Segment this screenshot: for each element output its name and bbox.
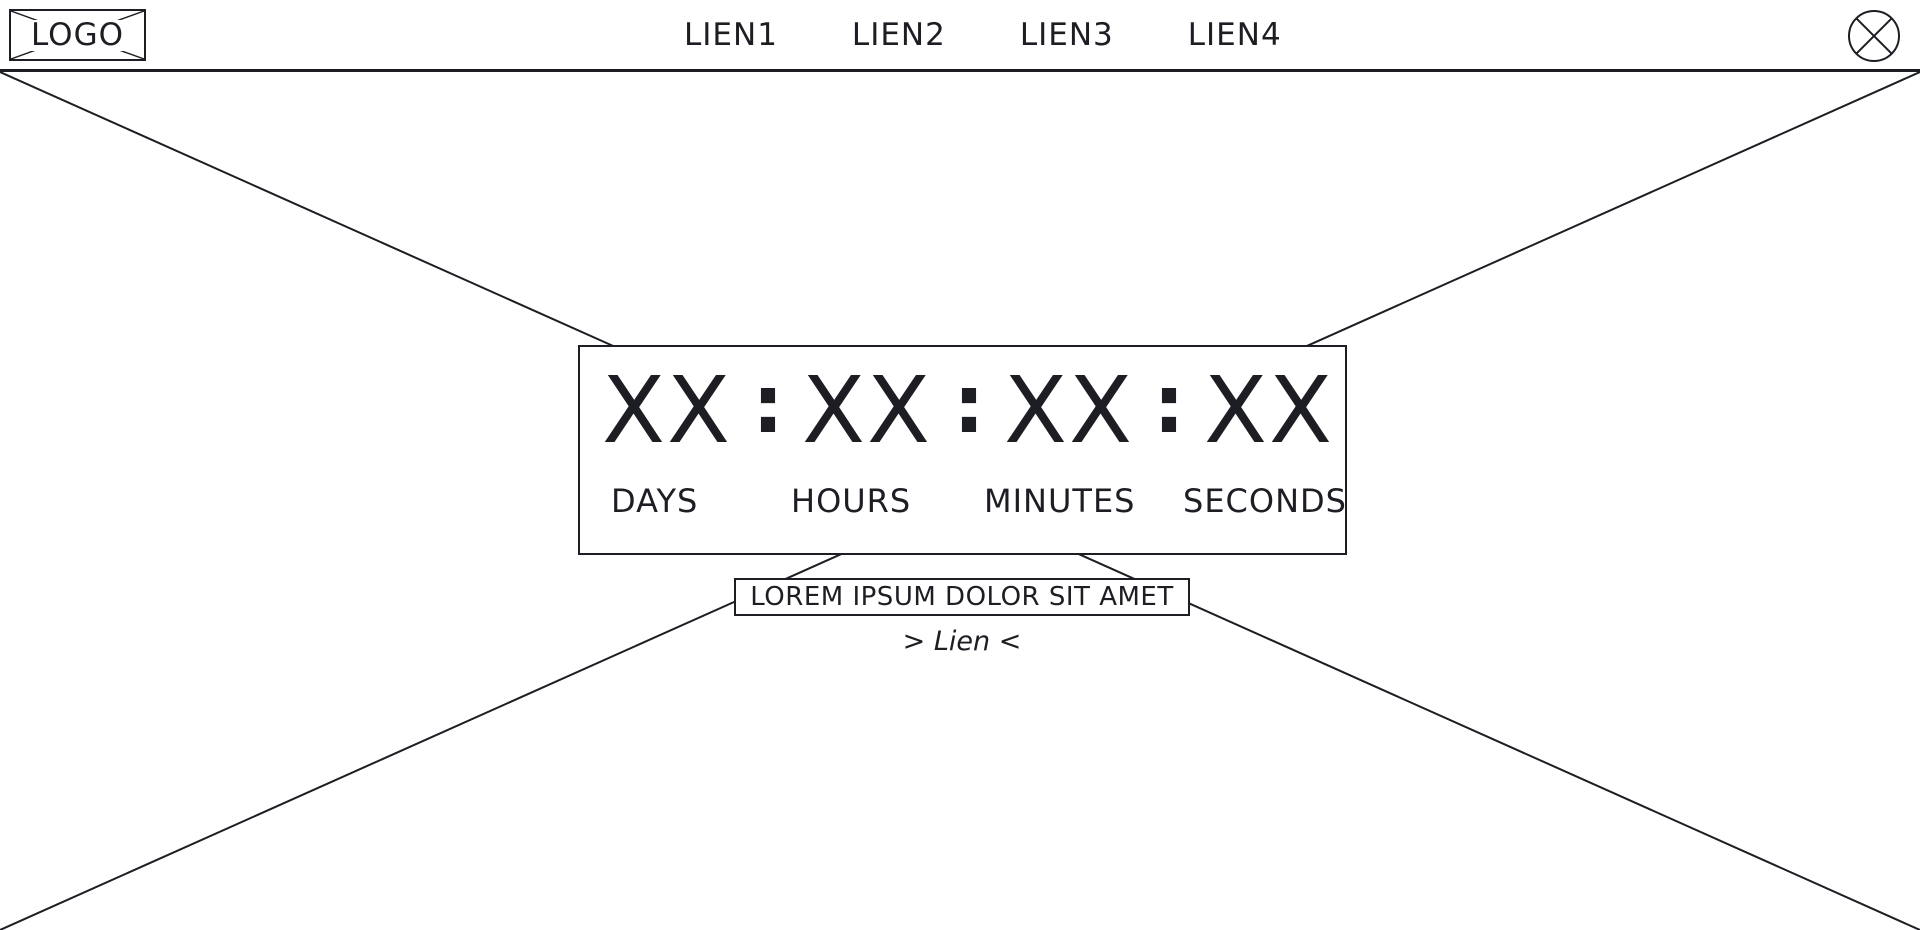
countdown-separator: : xyxy=(953,358,985,451)
countdown-minutes-value: XX xyxy=(1004,357,1135,464)
close-circle-icon xyxy=(1848,10,1900,62)
countdown-days-value: XX xyxy=(602,357,733,464)
logo[interactable]: LOGO xyxy=(9,9,146,61)
nav-link-3[interactable]: LIEN3 xyxy=(1019,16,1114,53)
countdown-hours-value: XX xyxy=(802,357,933,464)
countdown-separator: : xyxy=(1153,358,1185,451)
countdown-hours-label: HOURS xyxy=(791,482,912,520)
countdown-seconds-value: XX xyxy=(1204,357,1335,464)
countdown-separator: : xyxy=(752,358,784,451)
countdown-days-label: DAYS xyxy=(611,482,699,520)
main-nav: LIEN1 LIEN2 LIEN3 LIEN4 xyxy=(684,13,1282,57)
nav-link-1[interactable]: LIEN1 xyxy=(684,16,778,53)
cta-link[interactable]: > Lien < xyxy=(902,626,1022,657)
site-header: LOGO LIEN1 LIEN2 LIEN3 LIEN4 xyxy=(0,0,1920,72)
countdown-timer: XX : XX : XX : XX DAYS HOURS MINUTES SEC… xyxy=(578,345,1347,555)
countdown-minutes-label: MINUTES xyxy=(984,482,1136,520)
tagline: LOREM IPSUM DOLOR SIT AMET xyxy=(734,578,1190,616)
nav-link-2[interactable]: LIEN2 xyxy=(851,16,946,53)
close-button[interactable] xyxy=(1847,9,1901,63)
logo-label: LOGO xyxy=(29,16,126,53)
countdown-seconds-label: SECONDS xyxy=(1183,482,1347,520)
nav-link-4[interactable]: LIEN4 xyxy=(1187,16,1282,53)
